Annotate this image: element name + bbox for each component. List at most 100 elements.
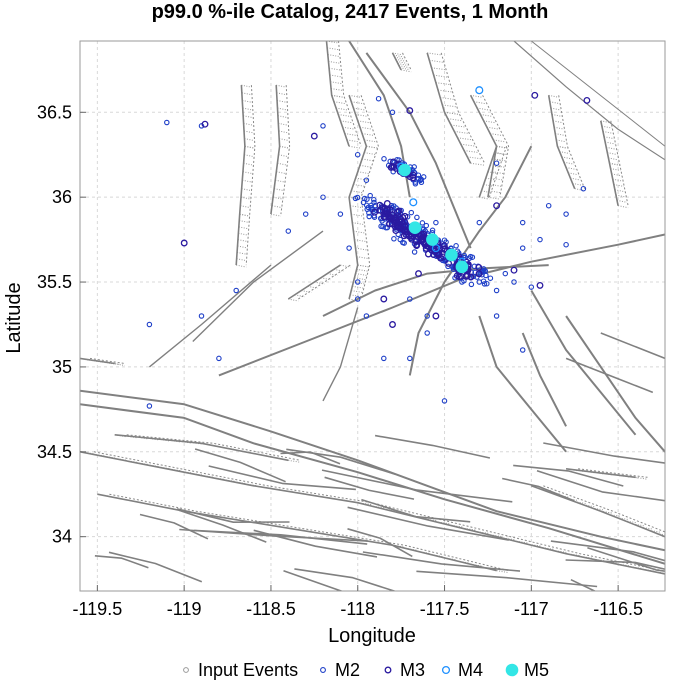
fault-ladder	[338, 113, 351, 117]
fault-line	[565, 357, 654, 394]
fault-ladder	[463, 149, 479, 153]
fault-ladder	[600, 510, 613, 514]
event-m3	[402, 228, 410, 236]
fault-line	[566, 468, 636, 479]
event-m2	[371, 196, 377, 203]
fault-line	[108, 551, 203, 583]
fault-line	[565, 559, 665, 571]
event-m3	[475, 270, 483, 278]
fault-ladder	[561, 156, 572, 160]
event-m2	[519, 347, 526, 353]
event-m2	[453, 243, 459, 249]
fault-line	[109, 493, 509, 572]
fault-ladder	[239, 213, 250, 217]
fault-ladder	[490, 183, 503, 187]
fault-ladder	[278, 154, 289, 158]
fault-line	[80, 403, 665, 565]
event-m2	[424, 330, 430, 336]
fault-ladder	[329, 67, 342, 71]
fault-ladder	[359, 126, 372, 130]
event-m3	[406, 107, 414, 115]
event-m4	[409, 198, 418, 207]
fault-ladder	[601, 125, 612, 129]
fault-line	[408, 145, 533, 376]
event-m2	[198, 123, 205, 129]
event-m2	[164, 119, 170, 126]
y-axis-label: Latitude	[3, 282, 25, 353]
fault-ladder	[350, 294, 363, 298]
fault-ladder	[357, 120, 370, 124]
fault-line	[235, 85, 246, 266]
legend-item-input-events: Input Events	[183, 660, 298, 680]
fault-ladder	[238, 226, 249, 230]
event-m2	[476, 219, 483, 226]
fault-ladder	[565, 166, 577, 170]
fault-ladder	[398, 65, 410, 69]
fault-ladder	[592, 507, 605, 511]
event-m5	[398, 163, 411, 177]
plot-frame	[79, 40, 666, 592]
fault-ladder	[271, 205, 283, 209]
fault-line	[80, 357, 115, 365]
fault-ladder	[473, 101, 486, 105]
fault-line	[543, 485, 665, 533]
fault-ladder	[606, 146, 617, 150]
fault-ladder	[486, 126, 499, 130]
fault-line	[80, 451, 665, 575]
fault-ladder	[494, 152, 505, 156]
event-m2	[441, 398, 448, 404]
legend-label: M3	[400, 660, 425, 680]
x-tick-label: -116.5	[593, 599, 643, 619]
fault-ladder	[490, 133, 503, 137]
event-m3	[467, 273, 475, 281]
event-m2	[401, 240, 407, 246]
event-m2	[381, 156, 387, 162]
event-m2	[429, 227, 436, 234]
fault-ladder	[355, 247, 368, 251]
x-tick-label: -119.5	[73, 599, 123, 619]
event-m2	[352, 195, 359, 202]
fault-line	[253, 529, 378, 558]
fault-ladder	[607, 152, 618, 156]
fault-line	[294, 568, 397, 591]
event-m3	[371, 208, 379, 216]
fault-ladder	[275, 179, 286, 183]
fault-ladder	[616, 199, 628, 203]
fault-line	[347, 506, 509, 541]
fault-ladder	[244, 154, 255, 158]
fault-line	[530, 41, 665, 147]
legend-marker	[183, 667, 189, 673]
fault-ladder	[242, 171, 254, 175]
fault-ladder	[392, 52, 403, 56]
fault-ladder	[329, 74, 342, 78]
x-tick-label: -118.5	[246, 599, 296, 619]
event-m2	[563, 211, 569, 217]
fault-ladder	[330, 88, 344, 92]
fault-ladder	[483, 120, 496, 124]
chart-title: p99.0 %-ile Catalog, 2417 Events, 1 Mont…	[152, 1, 549, 23]
legend-label: Input Events	[198, 660, 298, 680]
fault-line	[176, 508, 290, 523]
fault-ladder	[447, 118, 462, 122]
fault-ladder	[396, 60, 407, 64]
fault-ladder	[615, 194, 627, 198]
fault-line	[570, 578, 597, 591]
fault-ladder	[555, 133, 566, 137]
fault-ladder	[277, 115, 288, 119]
fault-line	[94, 555, 149, 569]
fault-ladder	[492, 158, 503, 162]
fault-ladder	[239, 220, 250, 224]
fault-ladder	[243, 162, 254, 166]
fault-ladder	[548, 94, 559, 98]
fault-line	[97, 493, 497, 572]
event-m5	[408, 221, 422, 234]
fault-ladder	[242, 179, 253, 183]
fault-ladder	[477, 107, 490, 111]
fault-ladder	[276, 171, 287, 175]
event-m2	[537, 236, 543, 243]
event-m3	[413, 241, 421, 249]
fault-line	[610, 120, 629, 206]
event-m2	[408, 209, 415, 216]
fault-ladder	[397, 63, 408, 66]
y-tick-label: 35	[52, 357, 72, 377]
